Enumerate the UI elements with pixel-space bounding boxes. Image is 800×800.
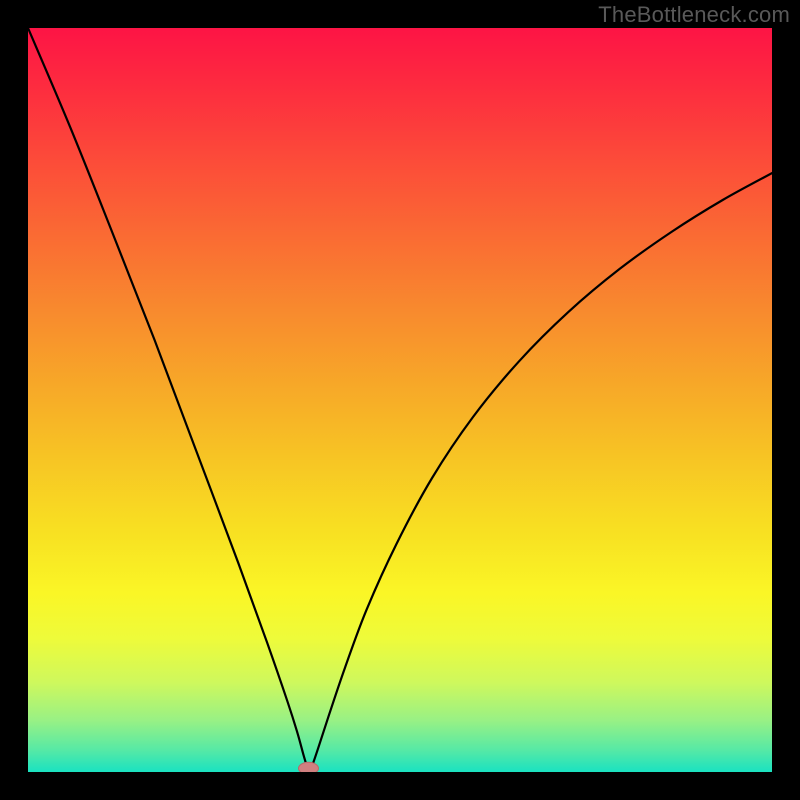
bottleneck-chart	[0, 0, 800, 800]
plot-background	[28, 28, 772, 772]
watermark-text: TheBottleneck.com	[598, 2, 790, 28]
chart-container: TheBottleneck.com	[0, 0, 800, 800]
